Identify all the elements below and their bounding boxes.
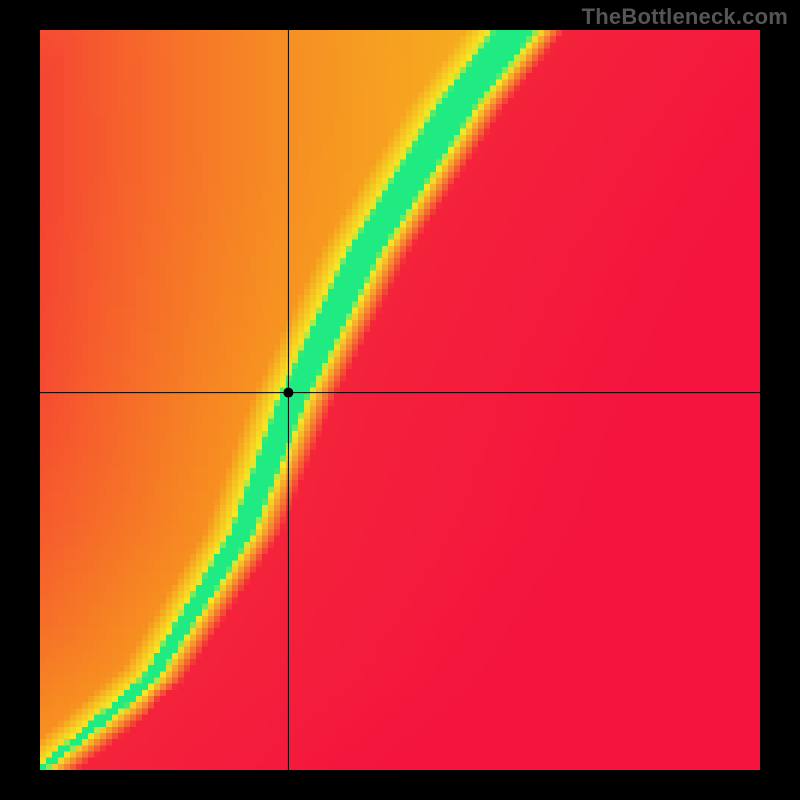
- bottleneck-heatmap: [40, 30, 760, 770]
- chart-container: TheBottleneck.com: [0, 0, 800, 800]
- watermark-text: TheBottleneck.com: [582, 4, 788, 30]
